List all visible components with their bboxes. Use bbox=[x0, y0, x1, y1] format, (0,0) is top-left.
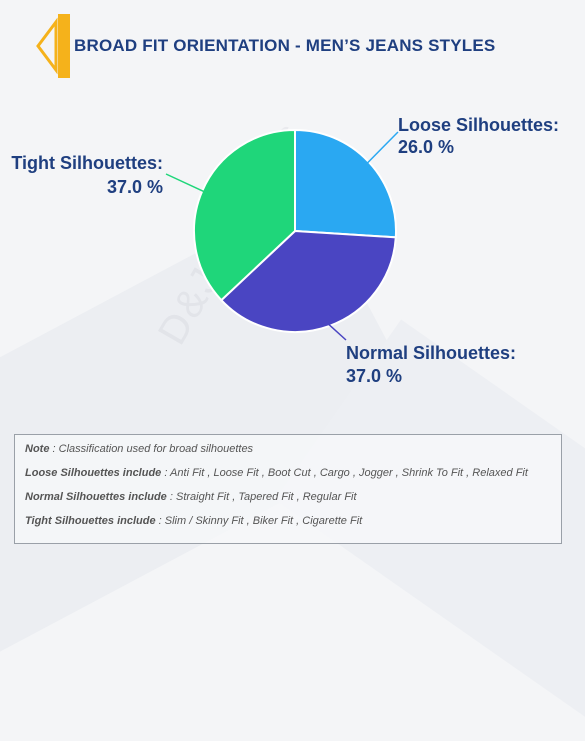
note-line: Normal Silhouettes include : Straight Fi… bbox=[25, 491, 551, 503]
pie-slice bbox=[294, 128, 397, 239]
page-title: BROAD FIT ORIENTATION - MEN’S JEANS STYL… bbox=[74, 36, 496, 55]
slice-label: Normal Silhouettes: bbox=[346, 343, 516, 363]
note-line: Loose Silhouettes include : Anti Fit , L… bbox=[25, 467, 551, 479]
note-line: Tight Silhouettes include : Slim / Skinn… bbox=[25, 515, 551, 527]
leader-line bbox=[328, 323, 347, 341]
note-text: : Straight Fit , Tapered Fit , Regular F… bbox=[166, 491, 357, 503]
pie-slice bbox=[219, 229, 397, 333]
slice-value-label: 37.0 % bbox=[346, 366, 402, 386]
slice-label: Loose Silhouettes: bbox=[398, 115, 559, 135]
note-key: Note bbox=[25, 443, 50, 455]
note-key: Loose Silhouettes include bbox=[25, 467, 162, 479]
note-line: Note : Classification used for broad sil… bbox=[25, 443, 551, 455]
slice-label: Tight Silhouettes: bbox=[11, 153, 163, 173]
slice-value-label: 37.0 % bbox=[107, 177, 163, 197]
note-text: : Classification used for broad silhouet… bbox=[49, 443, 254, 455]
note-key: Tight Silhouettes include bbox=[25, 515, 156, 527]
chevron-logo-icon bbox=[36, 14, 70, 78]
note-text: : Slim / Skinny Fit , Biker Fit , Cigare… bbox=[155, 515, 363, 527]
notes-box: Note : Classification used for broad sil… bbox=[14, 434, 562, 544]
leader-line bbox=[366, 131, 399, 164]
slice-value-label: 26.0 % bbox=[398, 137, 454, 157]
note-text: : Anti Fit , Loose Fit , Boot Cut , Carg… bbox=[161, 467, 528, 479]
note-key: Normal Silhouettes include bbox=[25, 491, 167, 503]
pie-chart: Loose Silhouettes:26.0 % Normal Silhouett… bbox=[11, 115, 559, 386]
leader-line bbox=[165, 173, 205, 193]
